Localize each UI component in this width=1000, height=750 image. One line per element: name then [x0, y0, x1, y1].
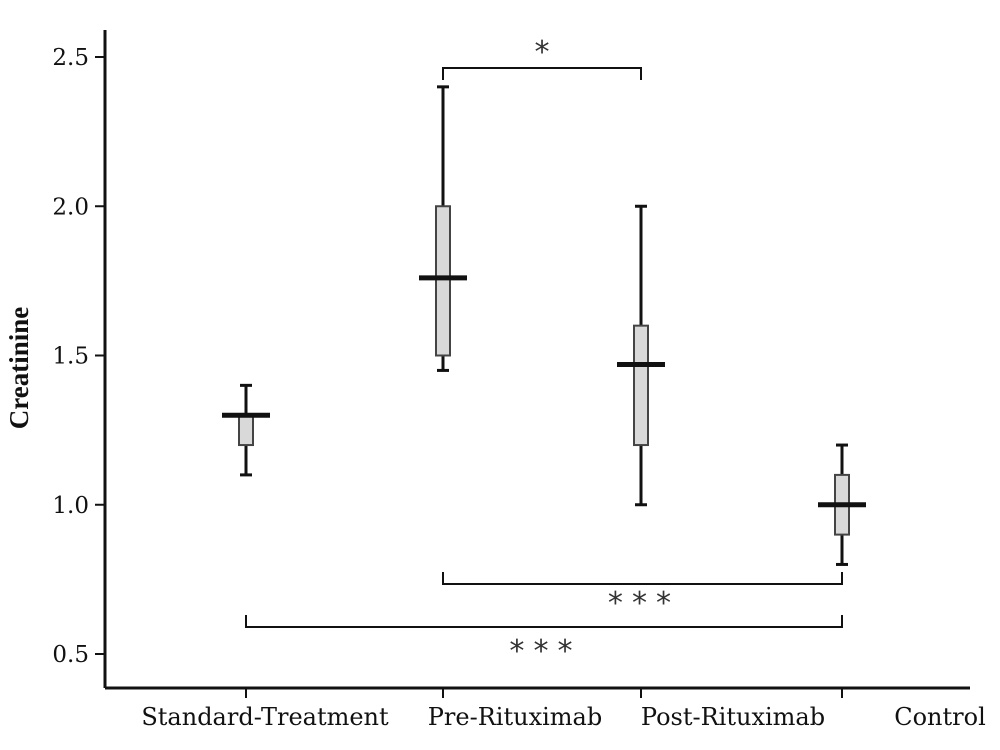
- significance-label: ***: [606, 586, 678, 621]
- iqr-box: [633, 324, 649, 447]
- y-tick-label: 1.5: [52, 344, 89, 370]
- significance-bracket-2: ***: [442, 572, 843, 621]
- box-2: [419, 85, 467, 372]
- box-1: [222, 383, 270, 477]
- y-axis-label: Creatinine: [4, 307, 34, 430]
- y-tick-label: 0.5: [52, 642, 89, 668]
- bracket-line: [442, 67, 642, 80]
- iqr-box: [435, 205, 451, 357]
- significance-label: *: [533, 35, 551, 70]
- y-tick-label: 2.0: [52, 194, 89, 220]
- bracket-line: [442, 572, 843, 585]
- x-tick-label: Standard-Treatment: [141, 703, 389, 731]
- significance-bracket-3: ***: [245, 615, 843, 669]
- box-group: [222, 85, 866, 566]
- box-3: [617, 204, 665, 507]
- x-tick-label: Control: [894, 703, 986, 731]
- significance-label: ***: [508, 634, 580, 669]
- significance-bracket-1: *: [442, 35, 642, 80]
- x-tick-label: Pre-Rituximab: [428, 703, 602, 731]
- axes: 0.5 1.0 1.5 2.0 2.5 Standard-Treatment Pre-Rit…: [52, 30, 986, 731]
- y-tick-label: 2.5: [52, 45, 89, 71]
- y-tick-label: 1.0: [52, 493, 89, 519]
- significance-annotations: *******: [245, 35, 843, 669]
- x-tick-label: Post-Rituximab: [641, 703, 825, 731]
- box-4: [818, 443, 866, 566]
- iqr-box: [238, 414, 254, 447]
- bracket-line: [245, 615, 843, 628]
